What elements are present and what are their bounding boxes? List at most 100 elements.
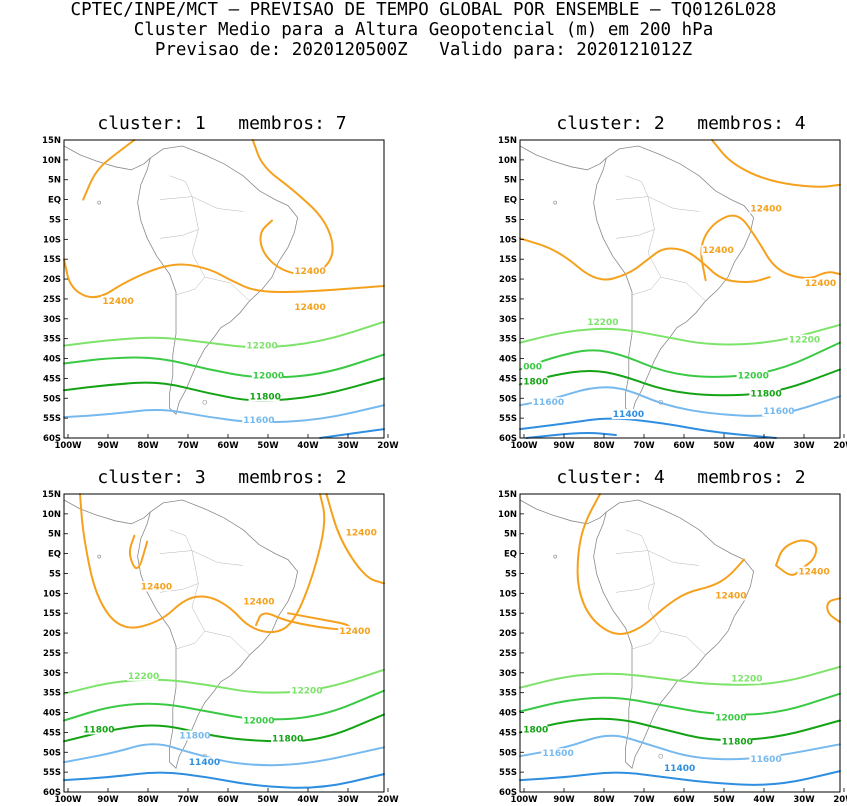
lat-tick-label: 20S <box>499 629 517 639</box>
map-frame <box>519 493 841 793</box>
contour-line <box>63 320 385 349</box>
contour-label: 12200 <box>731 675 762 685</box>
lat-tick-label: 50S <box>43 748 61 758</box>
lat-tick-label: 45S <box>499 728 517 738</box>
contour-label: 11400 <box>664 764 695 774</box>
contour-label: 11400 <box>613 410 644 420</box>
contour-line <box>63 668 385 695</box>
contour-label: 12400 <box>715 591 746 601</box>
contour-label: 12200 <box>128 672 159 682</box>
lon-tick-label: 70W <box>633 795 655 805</box>
lat-tick-label: 15N <box>42 490 61 500</box>
contour-label-bg <box>251 370 283 381</box>
panel-3-map: 15N 10N 5N EQ 5S 10S 15S 20S 25S 30S 35S 40S 45S 50S 5… <box>42 490 399 805</box>
lat-tick-label: 10S <box>43 235 61 245</box>
island <box>97 200 101 205</box>
contour-line <box>576 493 745 636</box>
lat-tick-label: 30S <box>499 315 517 325</box>
contour-label: 11800 <box>83 725 114 735</box>
lat-tick-label: 5N <box>48 530 61 540</box>
contour-label-bg <box>293 301 325 312</box>
lat-tick-label: EQ <box>48 196 61 206</box>
contour-label-bg <box>749 754 781 765</box>
country-border <box>204 630 250 656</box>
lon-tick-label: 100W <box>54 795 82 805</box>
contour-label-bg <box>714 712 746 723</box>
contour-label-bg <box>101 295 133 306</box>
contour-label-bg <box>803 278 835 289</box>
contour-label-bg <box>749 388 781 399</box>
contour-label: 12000 <box>253 371 284 381</box>
contour-label: 12400 <box>141 582 172 592</box>
lon-tick-label: 30W <box>337 441 359 451</box>
contour-label: 12000 <box>738 371 769 381</box>
lon-tick-label: 20W <box>833 441 847 451</box>
lat-tick-label: 10S <box>43 589 61 599</box>
contour-label-bg <box>714 590 746 601</box>
header-line-2: Cluster Medio para a Altura Geopotencial… <box>133 20 714 40</box>
central-america-coastline <box>63 145 151 171</box>
lat-tick-label: 45S <box>43 374 61 384</box>
contour-line <box>63 771 385 789</box>
lat-tick-label: 35S <box>499 335 517 345</box>
lon-tick-label: 80W <box>593 441 615 451</box>
lon-tick-label: 90W <box>553 441 575 451</box>
panel-2-map: 15N 10N 5N EQ 5S 10S 15S 20S 25S 30S 35S 40S 45S 50S 5… <box>498 136 847 451</box>
country-border <box>159 229 199 239</box>
central-america-coastline <box>63 499 151 525</box>
contour-label: 12400 <box>798 567 829 577</box>
country-border <box>615 229 655 239</box>
lat-tick-label: 15S <box>499 609 517 619</box>
lon-tick-label: 50W <box>713 795 735 805</box>
lat-tick-label: 60S <box>499 788 517 798</box>
country-border <box>191 550 206 632</box>
contour-line <box>63 689 385 722</box>
lon-tick-label: 50W <box>257 795 279 805</box>
country-border <box>191 196 206 278</box>
header-line-1: CPTEC/INPE/MCT – PREVISAO DE TEMPO GLOBA… <box>70 0 777 20</box>
contour-line <box>128 534 149 570</box>
contour-line <box>519 323 841 346</box>
lat-tick-label: 55S <box>499 414 517 424</box>
central-america-coastline <box>519 499 607 525</box>
lon-tick-label: 90W <box>97 795 119 805</box>
lon-tick-label: 30W <box>793 795 815 805</box>
map-frame-group <box>519 499 755 769</box>
lat-tick-label: 25S <box>43 649 61 659</box>
contour-label-bg <box>248 391 280 402</box>
panel-1-map: 15N 10N 5N EQ 5S 10S 15S 20S 25S 30S 35S 40S 45S 50S 5… <box>42 136 399 451</box>
contour-label-bg <box>586 316 618 327</box>
lat-tick-label: 10S <box>499 235 517 245</box>
lat-tick-label: 5S <box>505 215 517 225</box>
contour-line <box>63 353 385 379</box>
island <box>658 753 664 759</box>
contour-line <box>63 258 385 299</box>
lat-tick-label: 60S <box>499 434 517 444</box>
contour-label: 11600 <box>243 416 274 426</box>
lat-tick-label: 25S <box>499 649 517 659</box>
contour-line <box>63 377 385 402</box>
contour-label: 12400 <box>805 279 836 289</box>
contour-label: 11800 <box>750 389 781 399</box>
lon-tick-label: 20W <box>833 795 847 805</box>
lat-tick-label: 60S <box>43 788 61 798</box>
contour-label-bg <box>338 626 370 637</box>
lat-tick-label: 15S <box>43 609 61 619</box>
country-border <box>631 276 661 296</box>
country-border <box>159 196 244 212</box>
country-border <box>631 630 661 650</box>
lat-tick-label: 15N <box>498 490 517 500</box>
lon-tick-label: 40W <box>753 795 775 805</box>
contour-label: 12400 <box>339 627 370 637</box>
lon-tick-label: 30W <box>793 441 815 451</box>
contour-label: 12000 <box>243 716 274 726</box>
map-frame <box>519 139 841 439</box>
south-america-coastline <box>137 145 299 415</box>
header-line-3: Previsao de: 2020120500Z Valido para: 20… <box>154 40 693 60</box>
lon-tick-label: 50W <box>257 441 279 451</box>
lon-tick-label: 40W <box>297 795 319 805</box>
map-frame-group <box>63 145 299 415</box>
contour-label: 11600 <box>750 755 781 765</box>
central-america-coastline <box>519 145 607 171</box>
contour-label: 11600 <box>542 749 573 759</box>
